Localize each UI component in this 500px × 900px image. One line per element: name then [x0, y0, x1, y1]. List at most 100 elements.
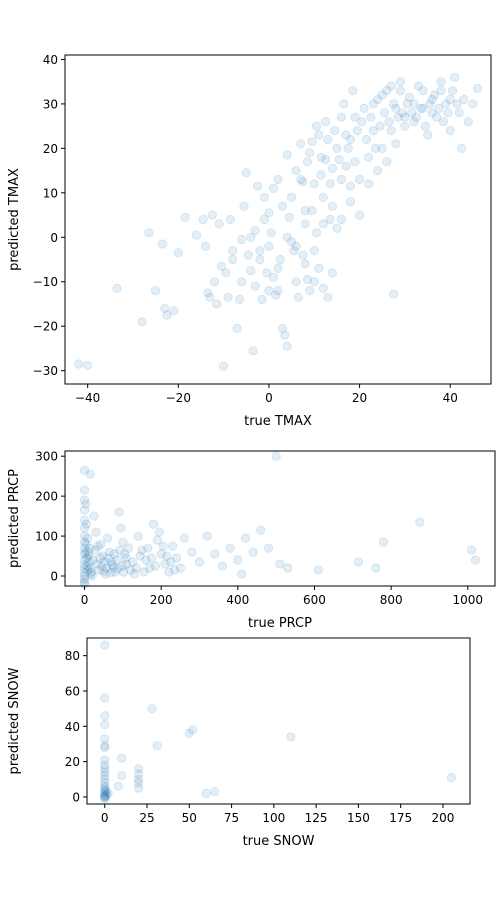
scatter-point [341, 161, 351, 171]
y-tick-label: 200 [35, 490, 58, 504]
scatter-point [336, 174, 346, 185]
scatter-point [104, 547, 115, 557]
scatter-point [334, 154, 344, 165]
scatter-point [240, 533, 251, 543]
scatter-point [101, 569, 111, 579]
scatter-point [207, 210, 217, 220]
scatter-point [85, 563, 95, 573]
scatter-point [395, 86, 405, 96]
scatter-point [145, 563, 155, 573]
scatter-point [468, 99, 478, 109]
x-tick-label: 125 [305, 811, 328, 825]
scatter-point [400, 121, 410, 131]
plot-frame [64, 54, 492, 385]
scatter-point [135, 551, 145, 561]
scatter-point [336, 214, 346, 225]
scatter-point [81, 499, 91, 509]
scatter-point [152, 535, 162, 545]
scatter-point [300, 259, 310, 269]
scatter-point [100, 771, 110, 781]
scatter-point [79, 485, 90, 495]
scatter-point [82, 553, 92, 563]
y-tick-label: 40 [65, 720, 80, 734]
scatter-point [100, 741, 110, 751]
scatter-point [134, 769, 144, 779]
scatter-point [237, 234, 247, 245]
scatter-point [103, 553, 113, 563]
scatter-point [118, 537, 128, 547]
scatter-point [447, 86, 458, 96]
y-tick-label: 0 [50, 570, 58, 584]
scatter-point [368, 99, 378, 109]
scatter-point [284, 212, 294, 222]
scatter-point [79, 495, 90, 505]
x-tick-label: 800 [380, 593, 403, 607]
scatter-point [275, 559, 285, 569]
scatter-point [115, 545, 125, 555]
scatter-point [79, 505, 90, 515]
scatter-point [318, 219, 328, 229]
scatter-point [144, 228, 154, 238]
chart-prcp: 0 200 400 600 800 1000 0 100 200 300 true PRCP pred… [7, 450, 496, 631]
x-tick-label: 0 [101, 811, 109, 825]
scatter-point [291, 241, 301, 251]
scatter-point [470, 555, 481, 565]
scatter-point [345, 197, 356, 207]
scatter-point [147, 703, 157, 714]
scatter-point [298, 177, 308, 187]
scatter-point [307, 137, 317, 147]
scatter-point [459, 94, 469, 105]
scatter-point [286, 237, 297, 247]
scatter-point [232, 323, 242, 333]
scatter-point [210, 786, 220, 797]
scatter-point [127, 557, 138, 567]
scatter-point [246, 265, 256, 276]
scatter-point [283, 563, 293, 573]
scatter-point [268, 183, 279, 193]
scatter-point [100, 793, 110, 803]
scatter-point [166, 557, 176, 567]
scatter-point [418, 86, 428, 96]
x-axis-label: true PRCP [248, 616, 312, 631]
scatter-point [191, 230, 201, 240]
scatter-point [106, 557, 117, 567]
scatter-point [100, 790, 110, 800]
x-tick-label: 100 [262, 811, 285, 825]
chart-snow: 0 25 50 75 100 125 150 175 200 0 20 40 60 80 true SNOW… [7, 637, 471, 849]
scatter-point [108, 562, 118, 572]
scatter-point [332, 223, 342, 233]
scatter-point [348, 86, 358, 96]
scatter-point [81, 519, 92, 529]
x-tick-label: 75 [224, 811, 239, 825]
scatter-point [79, 574, 90, 584]
scatter-point [201, 788, 211, 799]
scatter-point [436, 77, 446, 87]
scatter-point [99, 566, 109, 576]
scatter-point [107, 560, 117, 570]
x-tick-label: 600 [303, 593, 326, 607]
scatter-point [345, 134, 356, 145]
scatter-point [79, 543, 90, 553]
scatter-point [366, 112, 376, 122]
scatter-point [373, 94, 383, 105]
scatter-point [91, 527, 101, 537]
scatter-point [102, 533, 113, 543]
scatter-point [84, 557, 94, 567]
scatter-point [256, 525, 266, 535]
y-tick-label: 10 [43, 186, 58, 200]
scatter-point [277, 323, 288, 333]
scatter-point [154, 527, 164, 537]
scatter-point [450, 72, 460, 82]
scatter-point [325, 214, 335, 225]
scatter-point [92, 559, 102, 569]
scatter-point [83, 547, 94, 557]
scatter-point [327, 163, 337, 173]
scatter-point [117, 771, 127, 781]
scatter-point [139, 567, 149, 577]
scatter-point [271, 290, 281, 300]
scatter-point [443, 108, 453, 118]
scatter-point [266, 228, 276, 238]
scatter-point [329, 126, 340, 136]
scatter-point [113, 564, 123, 574]
